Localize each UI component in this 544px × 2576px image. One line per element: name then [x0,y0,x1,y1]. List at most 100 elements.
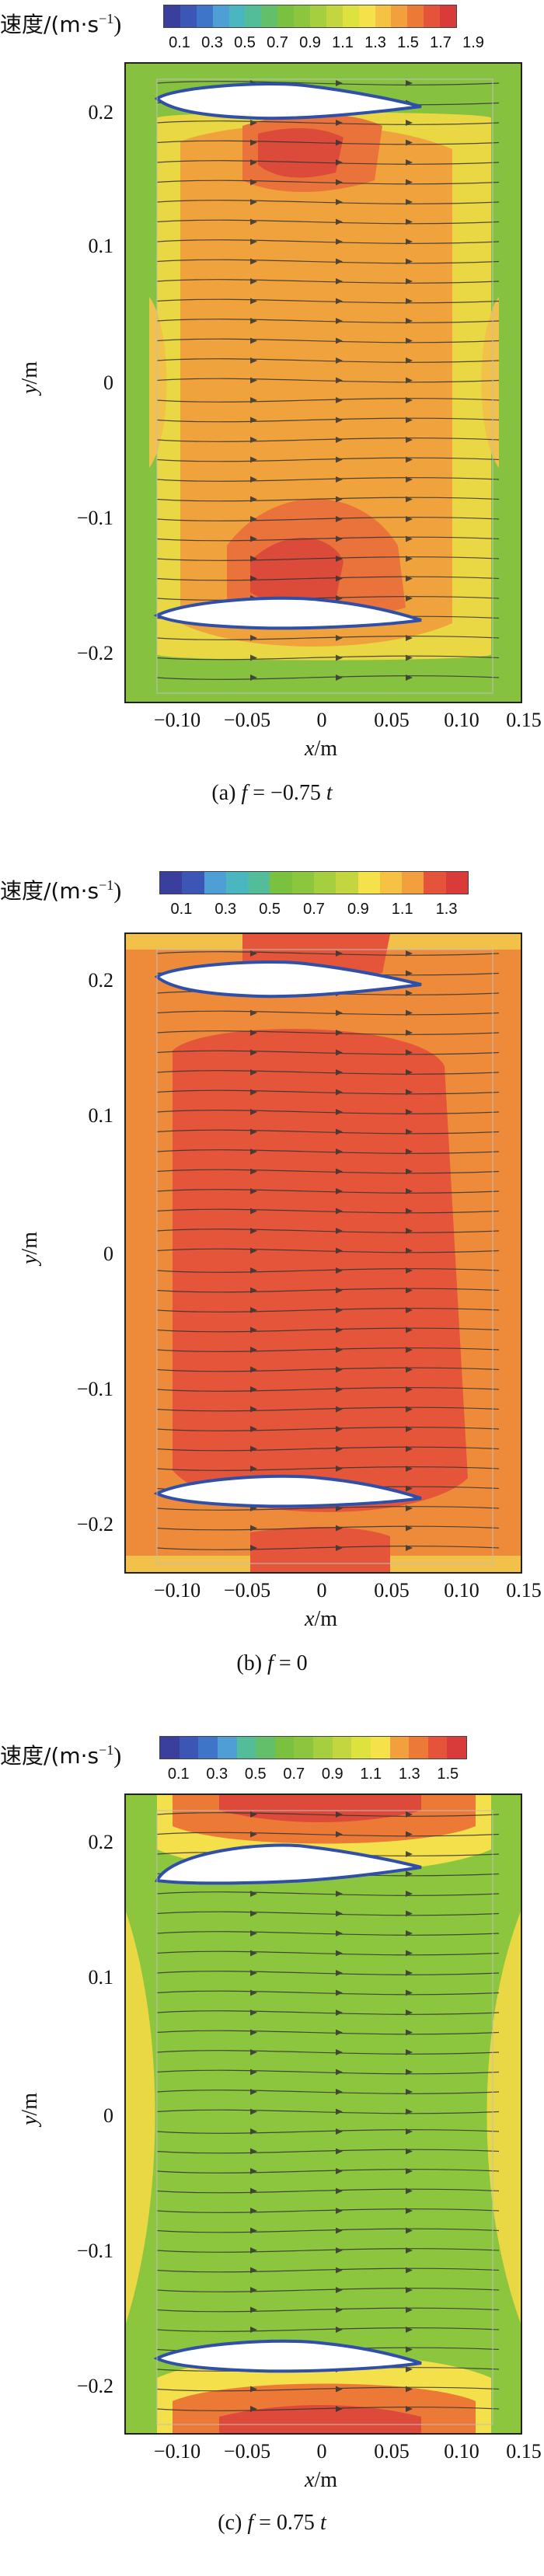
figure-panel-b: 速度/(m·s−1) 0.1 0.3 0.5 0.7 0.9 1.1 1.3 0.2 0.1… [0,866,544,1725]
flow-arrow [250,1930,257,1936]
streamline [156,417,500,423]
flow-arrow [336,2386,343,2393]
flow-arrow [336,1831,343,1838]
streamline [156,2090,500,2094]
colorbar-band [424,872,446,894]
colorbar-title: 速度/(m·s−1) [0,877,122,904]
colorbar-tick-label: 1.3 [435,901,458,918]
flow-arrow [250,1128,257,1135]
flow-arrow [336,1386,343,1393]
flow-arrow [406,2386,413,2393]
colorbar-tick-label: 0.3 [214,901,237,918]
flow-arrow [336,1228,343,1234]
flow-arrow [250,337,257,344]
flow-arrow [250,2247,257,2254]
colorbar-band [409,1737,428,1759]
colorbar-tick-label: 1.1 [360,1766,382,1783]
colorbar-tick-label: 0.9 [299,34,321,51]
flow-arrow [336,1267,343,1274]
flow-arrow [406,535,413,542]
flow-arrow [250,675,257,681]
contour-band [258,128,343,178]
streamline [156,1208,500,1214]
flow-arrow [406,139,413,146]
flow-arrow [336,1466,343,1472]
flow-arrow [406,80,413,86]
flow-arrow [406,1525,413,1532]
colorbar [159,871,469,894]
flow-arrow [406,2287,413,2293]
flow-arrow [336,2187,343,2194]
flow-arrow [250,1426,257,1432]
streamline [156,1070,500,1075]
contour-band [126,1912,155,2323]
streamline [156,1990,500,1996]
colorbar-band [402,872,424,894]
flow-arrow [250,1545,257,1551]
flow-arrow [406,1891,413,1897]
colorbar-band [160,872,183,894]
flow-arrow [406,1426,413,1432]
streamline [156,2188,500,2194]
y-tick-label: 0.1 [88,1966,114,1989]
flow-arrow [336,1247,343,1254]
colorbar-band [313,1737,333,1759]
streamline [156,477,500,482]
y-tick-label: 0 [103,2104,113,2127]
streamline [156,1546,500,1550]
flow-arrow [250,1989,257,1996]
colorbar-band [379,872,403,894]
flow-arrow [336,1347,343,1353]
colorbar-tick-label: 0.7 [267,34,288,51]
streamline [156,1367,500,1372]
flow-arrow [250,2029,257,2036]
flow-arrow [336,1049,343,1056]
streamline [156,358,500,363]
colorbar-band [326,5,343,27]
flow-arrow [406,337,413,344]
flow-arrow [336,2247,343,2254]
flow-arrow [406,377,413,384]
velocity-field-svg [126,934,521,1572]
colorbar-tick-label: 0.5 [244,1766,267,1783]
flow-arrow [336,1525,343,1532]
flow-arrow [250,397,257,403]
flow-arrow [406,179,413,186]
streamline [156,298,500,304]
flow-arrow [250,437,257,443]
flow-arrow [250,654,257,661]
streamline [156,1971,500,1975]
flow-arrow [336,476,343,483]
flow-arrow [250,1109,257,1115]
flow-arrow [250,1149,257,1155]
hydrofoil-upper [154,1843,422,1885]
colorbar-band [358,5,375,27]
flow-arrow [406,516,413,522]
contour-band [219,2405,421,2433]
colorbar-band [212,5,229,27]
flow-arrow [336,1069,343,1075]
flow-arrow [250,1466,257,1472]
flow-arrow [336,397,343,403]
flow-arrow [336,2010,343,2016]
flow-arrow [336,1891,343,1897]
flow-arrow [250,1386,257,1393]
streamline [156,239,500,244]
streamline [156,378,500,383]
flow-arrow [250,2187,257,2194]
flow-arrow [406,1168,413,1175]
colorbar-band [424,5,441,27]
streamline [156,2386,500,2392]
streamline [156,2169,500,2173]
colorbar-title: 速度/(m·s−1) [0,11,122,37]
flow-arrow [250,1831,257,1838]
flow-arrow [406,1970,413,1976]
flow-arrow [250,2327,257,2333]
x-tick-label: −0.10 [153,1579,201,1602]
flow-arrow [250,2089,257,2095]
streamline [156,160,500,165]
flow-arrow [406,318,413,324]
streamline [156,1427,500,1431]
flow-arrow [250,1891,257,1897]
flow-arrow [406,2069,413,2076]
